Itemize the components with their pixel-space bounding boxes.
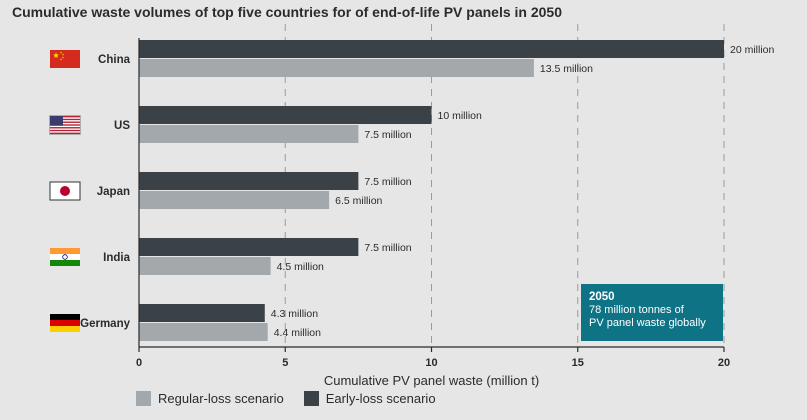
bar-early-japan bbox=[139, 172, 359, 190]
bar-early-china bbox=[139, 40, 724, 58]
germany-flag-icon bbox=[50, 314, 80, 332]
value-label-regular-china: 13.5 million bbox=[540, 63, 593, 75]
annotation-line-2: PV panel waste globally bbox=[589, 317, 706, 329]
legend-item-regular: Regular-loss scenario bbox=[136, 391, 284, 406]
category-label-us: US bbox=[114, 120, 130, 132]
category-label-japan: Japan bbox=[97, 186, 130, 198]
us-flag-icon bbox=[49, 115, 81, 135]
value-label-early-china: 20 million bbox=[730, 44, 775, 56]
chart-legend: Regular-loss scenario Early-loss scenari… bbox=[136, 391, 446, 406]
x-tick-label-20: 20 bbox=[718, 357, 730, 369]
bar-early-us bbox=[139, 106, 432, 124]
bar-regular-china bbox=[139, 59, 534, 77]
japan-flag-icon bbox=[49, 181, 81, 201]
global-waste-annotation: 2050 78 million tonnes of PV panel waste… bbox=[581, 284, 723, 341]
legend-swatch-early bbox=[303, 391, 319, 406]
bar-early-india bbox=[139, 238, 359, 256]
x-tick-label-15: 15 bbox=[572, 357, 584, 369]
china-flag-icon bbox=[50, 50, 80, 68]
value-label-regular-germany: 4.4 million bbox=[274, 327, 321, 339]
legend-item-early: Early-loss scenario bbox=[303, 391, 436, 406]
x-tick-label-0: 0 bbox=[136, 357, 142, 369]
value-label-early-japan: 7.5 million bbox=[364, 176, 411, 188]
x-axis-title: Cumulative PV panel waste (million t) bbox=[324, 373, 539, 388]
bar-early-germany bbox=[139, 304, 265, 322]
x-tick-label-5: 5 bbox=[282, 357, 288, 369]
bar-regular-us bbox=[139, 125, 359, 143]
bar-regular-japan bbox=[139, 191, 330, 209]
legend-label-regular: Regular-loss scenario bbox=[158, 391, 284, 406]
legend-swatch-regular bbox=[136, 391, 151, 406]
bar-regular-india bbox=[139, 257, 271, 275]
value-label-early-us: 10 million bbox=[438, 110, 483, 122]
category-label-china: China bbox=[98, 54, 131, 66]
x-tick-label-10: 10 bbox=[425, 357, 437, 369]
value-label-regular-us: 7.5 million bbox=[364, 129, 411, 141]
annotation-year: 2050 bbox=[589, 291, 615, 303]
value-label-regular-japan: 6.5 million bbox=[335, 195, 382, 207]
chart-title: Cumulative waste volumes of top five cou… bbox=[12, 4, 562, 20]
value-label-early-india: 7.5 million bbox=[364, 242, 411, 254]
value-label-regular-india: 4.5 million bbox=[277, 261, 324, 273]
india-flag-icon bbox=[50, 248, 80, 266]
category-label-germany: Germany bbox=[80, 318, 130, 330]
value-label-early-germany: 4.3 million bbox=[271, 308, 318, 320]
annotation-line-1: 78 million tonnes of bbox=[589, 304, 684, 316]
legend-label-early: Early-loss scenario bbox=[325, 391, 436, 406]
category-label-india: India bbox=[103, 252, 130, 264]
bar-regular-germany bbox=[139, 323, 268, 341]
